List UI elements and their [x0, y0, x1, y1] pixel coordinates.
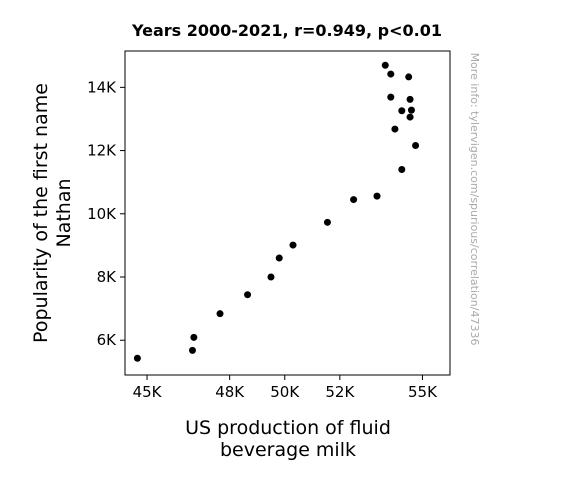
data-point [350, 196, 358, 204]
data-point [405, 73, 413, 81]
data-point [391, 125, 399, 133]
data-point [406, 113, 414, 121]
y-tick-label: 12K [87, 142, 117, 160]
data-point [216, 310, 224, 318]
x-axis: 45K 48K 50K 52K 55K [133, 375, 438, 401]
x-tick-label: 55K [408, 383, 438, 401]
data-point [398, 107, 406, 115]
x-axis-label-line-1: US production of fluid [185, 417, 391, 439]
data-point [387, 93, 395, 101]
data-point [244, 291, 252, 299]
plot-area: 45K 48K 50K 52K 55K 6K 8K 10K 12K 14K [87, 50, 451, 401]
y-axis-label-line-1: Popularity of the first name [30, 83, 52, 343]
plot-frame [124, 50, 451, 376]
data-point [275, 254, 283, 262]
x-axis-label-line-2: beverage milk [220, 439, 356, 461]
data-point [412, 142, 420, 150]
data-point [289, 241, 297, 249]
x-tick-label: 48K [215, 383, 245, 401]
data-point [406, 95, 414, 103]
data-point [381, 61, 389, 69]
data-point [323, 218, 331, 226]
data-point [188, 346, 196, 354]
data-point [398, 166, 406, 174]
data-points [133, 61, 420, 362]
chart-title: Years 2000-2021, r=0.949, p<0.01 [131, 21, 442, 40]
y-axis: 6K 8K 10K 12K 14K [87, 78, 125, 349]
source-note: More info: tylervigen.com/spurious/corre… [468, 53, 481, 346]
y-tick-label: 6K [97, 331, 118, 349]
data-point [133, 354, 141, 362]
data-point [373, 192, 381, 200]
x-tick-label: 52K [325, 383, 355, 401]
y-tick-label: 8K [97, 268, 118, 286]
y-tick-label: 10K [87, 205, 117, 223]
data-point [190, 333, 198, 341]
y-axis-label-line-2: Nathan [53, 178, 75, 247]
x-tick-label: 45K [133, 383, 163, 401]
y-tick-label: 14K [87, 78, 117, 96]
data-point [387, 70, 395, 78]
data-point [407, 106, 415, 114]
data-point [267, 273, 275, 281]
x-tick-label: 50K [270, 383, 300, 401]
